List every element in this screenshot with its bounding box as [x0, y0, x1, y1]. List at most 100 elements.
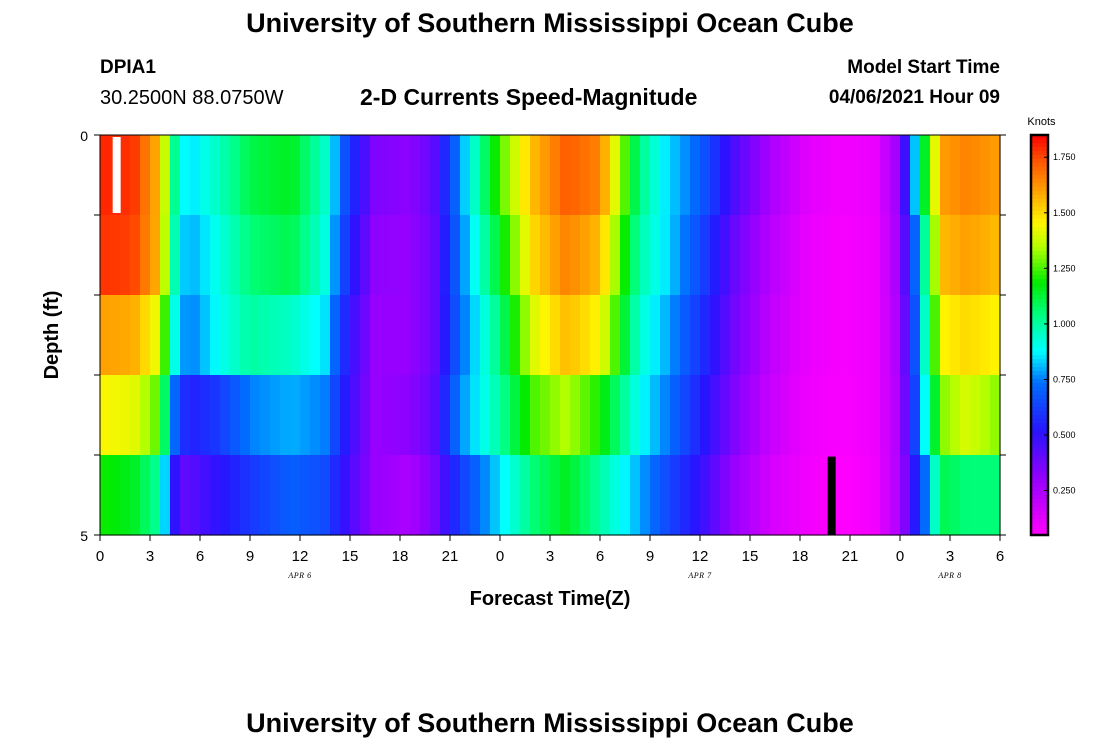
- x-tick-label: 9: [246, 548, 254, 565]
- colorbar-segment: [1031, 395, 1048, 400]
- heatmap-cell: [980, 295, 991, 376]
- heatmap-cell: [430, 295, 441, 376]
- heatmap-cell: [910, 455, 921, 536]
- heatmap-cell: [620, 295, 631, 376]
- heatmap-cell: [130, 455, 141, 536]
- heatmap-cell: [170, 455, 181, 536]
- x-tick-label: 21: [442, 548, 459, 565]
- heatmap-cell: [400, 215, 411, 296]
- heatmap-cell: [490, 295, 501, 376]
- heatmap-cell: [860, 455, 871, 536]
- heatmap-cell: [290, 215, 301, 296]
- heatmap-cell: [410, 375, 421, 456]
- heatmap-cell: [340, 295, 351, 376]
- heatmap-cell: [880, 295, 891, 376]
- colorbar-segment: [1031, 407, 1048, 412]
- station-id: DPIA1: [100, 57, 156, 78]
- colorbar-segment: [1031, 171, 1048, 176]
- heatmap-cell: [600, 295, 611, 376]
- heatmap-cell: [900, 295, 911, 376]
- heatmap-cell: [580, 215, 591, 296]
- colorbar-tick-label: 1.250: [1053, 263, 1076, 273]
- heatmap-cell: [330, 135, 341, 216]
- heatmap-cell: [150, 215, 161, 296]
- heatmap-cell: [750, 375, 761, 456]
- heatmap-cell: [330, 215, 341, 296]
- heatmap-cell: [560, 135, 571, 216]
- heatmap-cell: [690, 375, 701, 456]
- heatmap-cell: [500, 215, 511, 296]
- colorbar-segment: [1031, 431, 1048, 436]
- heatmap-cell: [450, 135, 461, 216]
- heatmap-cell: [950, 375, 961, 456]
- heatmap-cell: [720, 455, 731, 536]
- colorbar-segment: [1031, 295, 1048, 300]
- heatmap-cell: [660, 375, 671, 456]
- heatmap-cell: [500, 375, 511, 456]
- x-tick-label: 9: [646, 548, 654, 565]
- heatmap-cell: [940, 375, 951, 456]
- chart-title: 2-D Currents Speed-Magnitude: [360, 84, 698, 110]
- heatmap-cell: [360, 375, 371, 456]
- heatmap-cell: [820, 455, 831, 536]
- heatmap-cell: [680, 295, 691, 376]
- heatmap-cell: [500, 455, 511, 536]
- heatmap-cell: [160, 135, 171, 216]
- y-axis-label: Depth (ft): [41, 291, 63, 380]
- heatmap-cell: [400, 375, 411, 456]
- model-start-label: Model Start Time: [847, 57, 1000, 78]
- heatmap-cell: [250, 135, 261, 216]
- colorbar-segment: [1031, 515, 1048, 520]
- colorbar-segment: [1031, 275, 1048, 280]
- colorbar-segment: [1031, 363, 1048, 368]
- heatmap-cell: [780, 295, 791, 376]
- colorbar-segment: [1031, 467, 1048, 472]
- heatmap-cell: [930, 455, 941, 536]
- heatmap-cell: [420, 295, 431, 376]
- heatmap-cell: [540, 215, 551, 296]
- heatmap-cell: [570, 455, 581, 536]
- heatmap-cell: [520, 295, 531, 376]
- x-tick-label: 6: [996, 548, 1004, 565]
- heatmap-cell: [760, 135, 771, 216]
- colorbar-segment: [1031, 231, 1048, 236]
- heatmap-cell: [560, 215, 571, 296]
- heatmap-cell: [480, 215, 491, 296]
- heatmap-cell: [800, 215, 811, 296]
- heatmap-cell: [350, 375, 361, 456]
- heatmap-cell: [610, 215, 621, 296]
- heatmap-cell: [320, 455, 331, 536]
- heatmap-cell: [650, 215, 661, 296]
- heatmap-cell: [510, 135, 521, 216]
- colorbar-segment: [1031, 531, 1048, 536]
- colorbar-segment: [1031, 335, 1048, 340]
- heatmap-cell: [830, 135, 841, 216]
- heatmap-cell: [920, 295, 931, 376]
- heatmap-cell: [580, 455, 591, 536]
- colorbar-segment: [1031, 463, 1048, 468]
- heatmap-cell: [540, 295, 551, 376]
- heatmap-cell: [610, 455, 621, 536]
- heatmap-cell: [800, 295, 811, 376]
- heatmap-cell: [910, 135, 921, 216]
- colorbar-segment: [1031, 439, 1048, 444]
- heatmap-cell: [600, 215, 611, 296]
- x-tick-label: 3: [946, 548, 954, 565]
- heatmap-cell: [470, 295, 481, 376]
- heatmap-cell: [490, 375, 501, 456]
- colorbar-segment: [1031, 259, 1048, 264]
- heatmap-cell: [390, 375, 401, 456]
- colorbar-tick-label: 0.500: [1053, 430, 1076, 440]
- heatmap-cell: [680, 215, 691, 296]
- colorbar-segment: [1031, 487, 1048, 492]
- heatmap-cell: [600, 455, 611, 536]
- heatmap-cell: [800, 375, 811, 456]
- colorbar-segment: [1031, 471, 1048, 476]
- colorbar-segment: [1031, 159, 1048, 164]
- heatmap-cell: [450, 215, 461, 296]
- heatmap-cell: [360, 135, 371, 216]
- colorbar-segment: [1031, 527, 1048, 532]
- heatmap-cell: [430, 215, 441, 296]
- heatmap-cell: [850, 135, 861, 216]
